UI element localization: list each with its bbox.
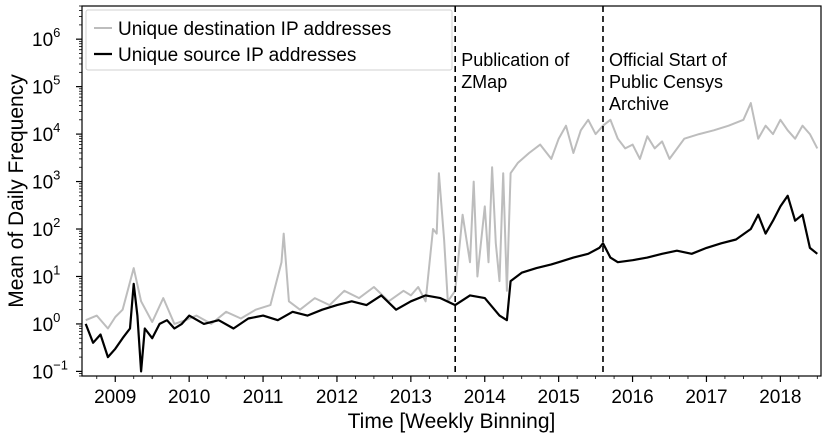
x-axis-title: Time [Weekly Binning]	[348, 410, 556, 433]
y-tick-base: 10	[32, 362, 53, 383]
y-tick-base: 10	[32, 173, 53, 194]
y-tick-label: 102	[32, 215, 60, 241]
x-tick-label: 2013	[390, 387, 432, 408]
y-tick-base: 10	[32, 220, 53, 241]
annotation-line-text: Archive	[609, 94, 669, 114]
y-axis-title: Mean of Daily Frequency	[5, 74, 28, 308]
y-tick-base: 10	[32, 30, 53, 51]
y-tick-base: 10	[32, 267, 53, 288]
x-tick-label: 2014	[464, 387, 507, 408]
y-tick-label: 106	[32, 25, 60, 51]
legend: Unique destination IP addresses Unique so…	[85, 9, 453, 71]
annotation-line-text: ZMap	[461, 72, 507, 92]
y-tick-label: 103	[32, 168, 60, 194]
y-tick-base: 10	[32, 315, 53, 336]
y-tick-exponent: 5	[53, 73, 60, 88]
x-tick-label: 2017	[685, 387, 727, 408]
y-tick-exponent: 2	[53, 215, 60, 230]
series-line-2	[84, 194, 818, 373]
y-tick-label: 100	[32, 310, 60, 336]
y-tick-exponent: 0	[53, 310, 60, 325]
y-tick-label: 10−1	[32, 357, 68, 383]
annotation-line-text: Official Start of	[609, 50, 728, 70]
y-tick-exponent: 3	[53, 168, 60, 183]
legend-box	[85, 9, 453, 71]
x-tick-label: 2010	[168, 387, 210, 408]
y-tick-label: 105	[32, 73, 60, 99]
y-tick-label: 101	[32, 262, 60, 288]
x-tick-label: 2012	[316, 387, 358, 408]
y-tick-exponent: 6	[53, 25, 60, 40]
y-tick-exponent: 4	[53, 120, 60, 135]
x-axis: 2009 2010 2011 2012 2013 2014 2015 2016 2017 2018	[94, 376, 818, 408]
x-tick-label: 2015	[538, 387, 580, 408]
annotation-text-2: Official Start of Public Censys Archive	[609, 50, 728, 114]
annotation-text-1: Publication of ZMap	[461, 50, 570, 92]
x-tick-label: 2016	[611, 387, 653, 408]
x-tick-label: 2011	[243, 387, 284, 408]
series-line-1	[85, 102, 819, 330]
x-tick-label: 2009	[94, 387, 136, 408]
y-tick-exponent: −1	[53, 357, 68, 372]
legend-label-1: Unique destination IP addresses	[118, 19, 391, 40]
y-tick-exponent: 1	[53, 262, 60, 277]
y-tick-label: 104	[32, 120, 60, 146]
series-layer	[84, 102, 819, 373]
x-tick-label: 2018	[759, 387, 801, 408]
y-tick-base: 10	[32, 125, 53, 146]
plot-frame	[81, 5, 822, 377]
y-tick-base: 10	[32, 78, 53, 99]
annotation-line-text: Publication of	[461, 50, 570, 70]
annotation-line-text: Public Censys	[609, 72, 723, 92]
legend-label-2: Unique source IP addresses	[118, 45, 356, 66]
